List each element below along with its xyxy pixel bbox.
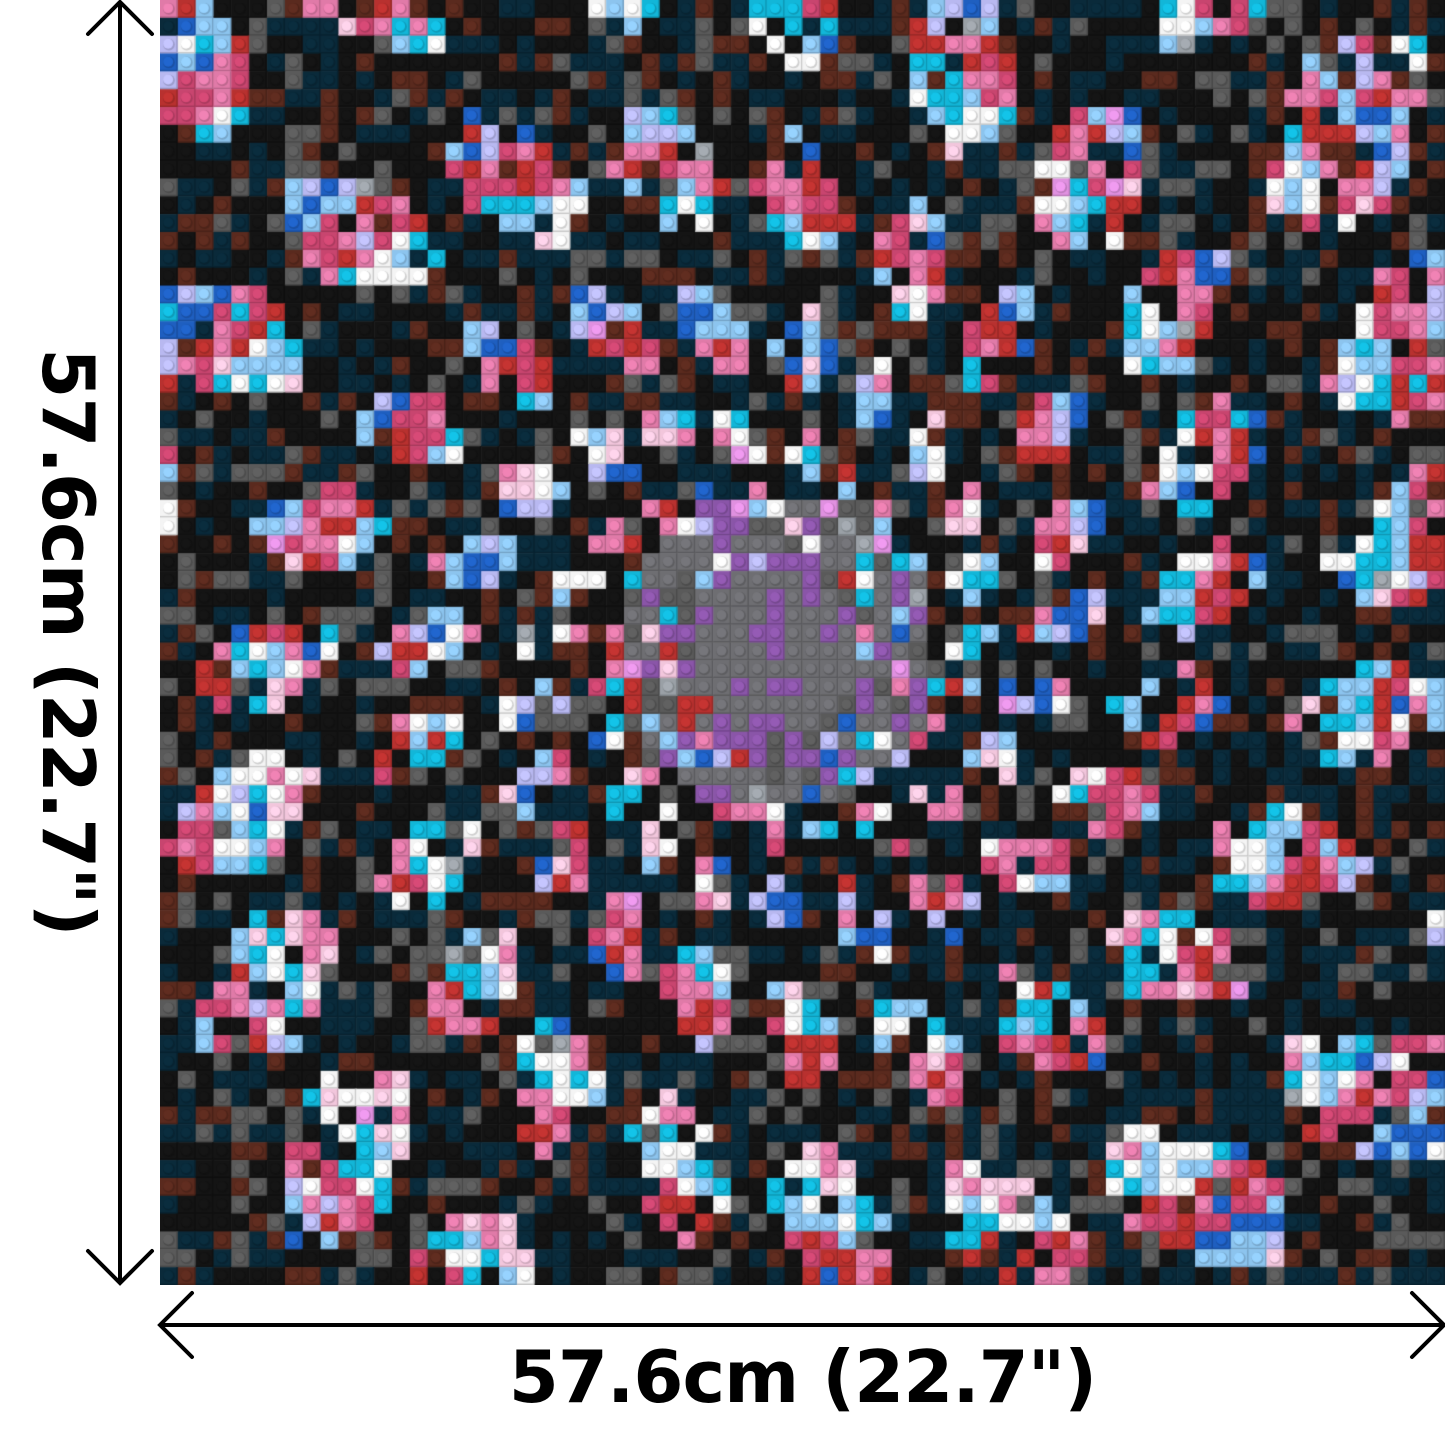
height-arrow <box>86 0 154 1286</box>
width-arrow <box>157 1291 1445 1359</box>
height-label: 57.6cm (22.7") <box>26 348 110 936</box>
width-label: 57.6cm (22.7") <box>508 1335 1097 1419</box>
mosaic-image <box>160 0 1445 1285</box>
